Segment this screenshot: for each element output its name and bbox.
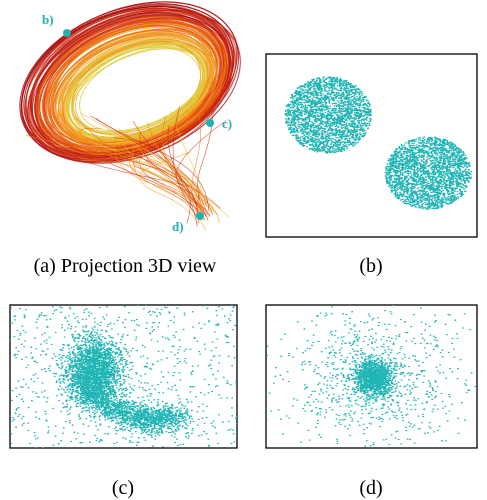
- page: b) c) d) (a) Projection 3D view (b) (c) …: [0, 0, 487, 500]
- marker-dot: [196, 212, 204, 220]
- point-cloud: [222, 243, 487, 480]
- caption: (c): [112, 477, 134, 499]
- marker-dot: [63, 29, 71, 37]
- marker-dot: [206, 119, 214, 127]
- trajectory: [162, 133, 210, 213]
- caption: (b): [359, 255, 382, 277]
- figure: b) c) d) (a) Projection 3D view (b) (c) …: [0, 0, 487, 500]
- marker-label: c): [222, 116, 232, 131]
- caption: (a) Projection 3D view: [34, 255, 217, 277]
- caption: (d): [359, 477, 382, 499]
- point-cloud: [285, 77, 472, 209]
- marker-label: b): [42, 12, 54, 27]
- point-cloud: [10, 305, 237, 448]
- marker-label: d): [172, 219, 184, 234]
